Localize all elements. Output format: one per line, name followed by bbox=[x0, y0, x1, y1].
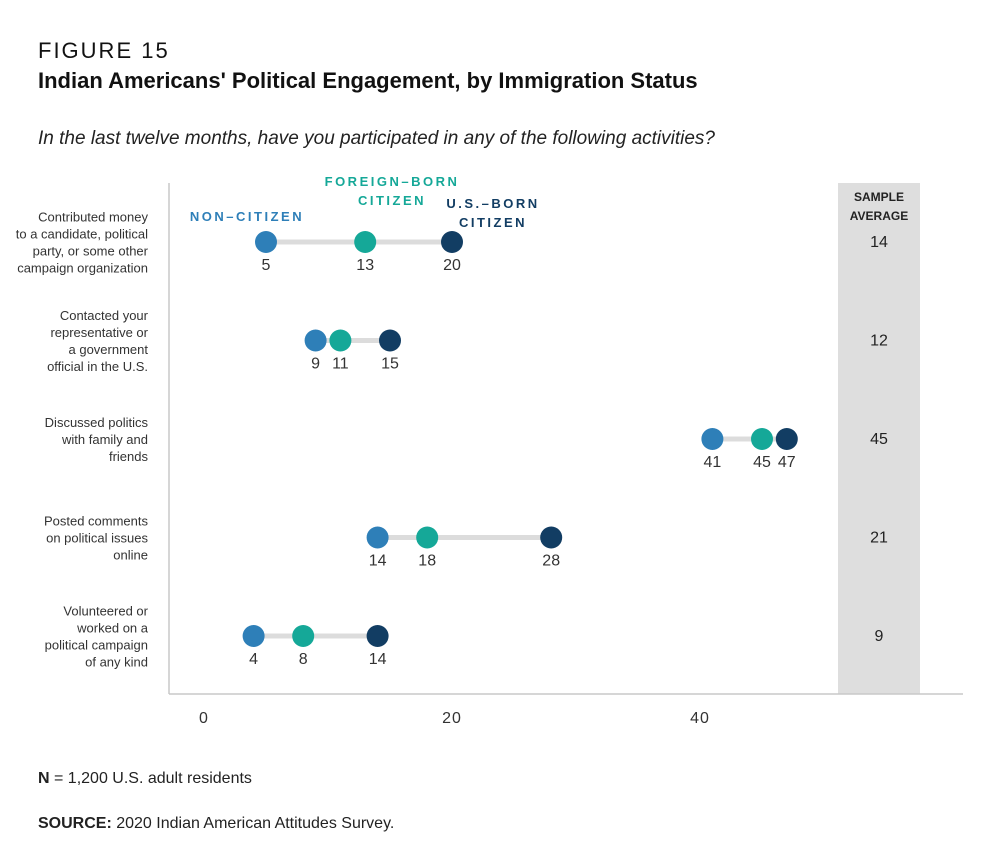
category-label: political campaign bbox=[45, 638, 148, 653]
sample-size-note: N = 1,200 U.S. adult residents bbox=[38, 770, 252, 788]
data-point-non-citizen bbox=[304, 329, 327, 352]
category-label: campaign organization bbox=[17, 261, 148, 276]
chart-title: Indian Americans' Political Engagement, … bbox=[38, 68, 698, 93]
category-label: online bbox=[113, 548, 148, 563]
legend-label: U.S.–BORN bbox=[446, 196, 539, 211]
sample-size-text: = 1,200 U.S. adult residents bbox=[49, 770, 252, 787]
data-point-non-citizen bbox=[242, 625, 265, 647]
data-value-label: 47 bbox=[778, 454, 796, 471]
data-point-u-s-born-citizen bbox=[379, 329, 401, 352]
legend-label: CITIZEN bbox=[459, 215, 527, 230]
category-label: party, or some other bbox=[33, 244, 149, 259]
category-label: Discussed politics bbox=[45, 415, 149, 430]
category-label: Contacted your bbox=[60, 308, 149, 323]
category-label: friends bbox=[109, 449, 149, 464]
legend-label: NON–CITIZEN bbox=[190, 209, 304, 224]
legend-label: CITIZEN bbox=[358, 193, 426, 208]
data-value-label: 20 bbox=[443, 257, 461, 274]
data-value-label: 8 bbox=[299, 651, 308, 668]
sample-average-value: 45 bbox=[870, 431, 888, 448]
source-label: SOURCE: bbox=[38, 815, 112, 832]
data-value-label: 15 bbox=[381, 356, 399, 373]
data-value-label: 9 bbox=[311, 356, 320, 373]
category-label: on political issues bbox=[46, 531, 148, 546]
category-label: official in the U.S. bbox=[47, 359, 148, 374]
sample-average-value: 21 bbox=[870, 530, 888, 547]
category-label: Volunteered or bbox=[63, 604, 148, 619]
data-point-foreign-born-citizen bbox=[292, 625, 315, 647]
data-value-label: 28 bbox=[542, 553, 560, 570]
sample-size-label: N bbox=[38, 770, 50, 787]
data-value-label: 11 bbox=[332, 356, 349, 373]
data-point-u-s-born-citizen bbox=[540, 526, 563, 549]
figure-label: FIGURE 15 bbox=[38, 38, 170, 63]
category-label: a government bbox=[69, 342, 149, 357]
data-point-foreign-born-citizen bbox=[329, 329, 352, 352]
data-point-non-citizen bbox=[366, 526, 389, 549]
source-text: 2020 Indian American Attitudes Survey. bbox=[111, 815, 395, 832]
sample-average-header: AVERAGE bbox=[850, 209, 908, 223]
category-label: with family and bbox=[61, 432, 148, 447]
data-point-non-citizen bbox=[701, 428, 724, 450]
sample-average-value: 14 bbox=[870, 234, 888, 251]
data-point-foreign-born-citizen bbox=[416, 526, 439, 549]
sample-average-value: 9 bbox=[875, 628, 884, 645]
data-point-u-s-born-citizen bbox=[775, 428, 798, 450]
category-label: of any kind bbox=[85, 655, 148, 670]
category-label: representative or bbox=[50, 325, 148, 340]
data-point-foreign-born-citizen bbox=[751, 428, 773, 450]
source-note: SOURCE: 2020 Indian American Attitudes S… bbox=[38, 815, 394, 833]
sample-average-value: 12 bbox=[870, 333, 888, 350]
data-point-non-citizen bbox=[255, 231, 277, 253]
sample-average-band bbox=[838, 183, 920, 694]
data-value-label: 45 bbox=[753, 454, 771, 471]
category-label: to a candidate, political bbox=[16, 227, 148, 242]
sample-average-header: SAMPLE bbox=[854, 190, 904, 204]
data-value-label: 41 bbox=[704, 454, 722, 471]
data-value-label: 18 bbox=[418, 553, 436, 570]
data-value-label: 13 bbox=[356, 257, 374, 274]
data-value-label: 14 bbox=[369, 651, 387, 668]
chart-subtitle: In the last twelve months, have you part… bbox=[38, 128, 715, 149]
x-tick-label: 20 bbox=[442, 710, 462, 727]
data-value-label: 4 bbox=[249, 651, 258, 668]
x-tick-label: 40 bbox=[690, 710, 710, 727]
data-point-u-s-born-citizen bbox=[366, 625, 389, 647]
category-label: Contributed money bbox=[38, 210, 148, 225]
data-point-foreign-born-citizen bbox=[354, 231, 377, 253]
data-value-label: 5 bbox=[262, 257, 271, 274]
data-point-u-s-born-citizen bbox=[441, 231, 463, 253]
data-value-label: 14 bbox=[369, 553, 387, 570]
category-label: worked on a bbox=[76, 621, 149, 636]
x-tick-label: 0 bbox=[199, 710, 209, 727]
category-label: Posted comments bbox=[44, 514, 149, 529]
legend-label: FOREIGN–BORN bbox=[325, 174, 460, 189]
